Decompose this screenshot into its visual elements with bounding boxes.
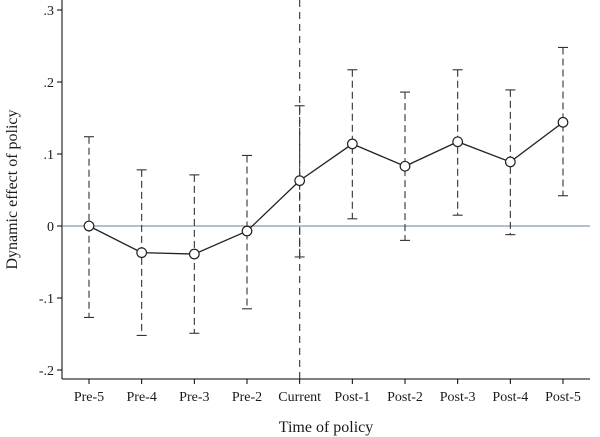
data-point — [504, 156, 516, 168]
data-point — [452, 136, 464, 148]
x-tick-label: Pre-5 — [74, 390, 104, 405]
points-layer — [83, 116, 569, 260]
y-tick-label: 0 — [47, 220, 54, 235]
y-tick-label: .3 — [44, 4, 55, 19]
x-tick-label: Pre-3 — [179, 390, 209, 405]
x-tick-label: Post-5 — [545, 390, 581, 405]
y-axis-title: Dynamic effect of policy — [4, 109, 21, 269]
series-line — [88, 121, 564, 255]
x-tick-label: Post-3 — [440, 390, 476, 405]
x-tick-label: Pre-2 — [232, 390, 262, 405]
data-point — [241, 225, 253, 237]
confidence-intervals-layer — [84, 46, 568, 336]
x-tick-label: Post-1 — [334, 390, 370, 405]
data-point — [294, 175, 306, 187]
data-point — [83, 220, 95, 232]
data-point — [399, 160, 411, 172]
series-layer — [88, 121, 564, 255]
data-point — [188, 248, 200, 260]
x-axis-title: Time of policy — [279, 419, 374, 436]
x-tick-label: Post-2 — [387, 390, 423, 405]
y-tick-label: -.1 — [39, 292, 54, 307]
data-point — [136, 247, 148, 259]
data-point — [346, 138, 358, 150]
axes-layer: -.2 -.1 0 .1 .2 .3 Pre-5 Pre-4 Pre-3 Pre-2 Current… — [39, 0, 590, 405]
y-tick-label: .1 — [44, 148, 55, 163]
x-tick-label: Post-4 — [492, 390, 528, 405]
y-tick-label: .2 — [44, 76, 55, 91]
reference-lines-layer — [62, 0, 590, 379]
x-tick-label: Current — [278, 390, 321, 405]
y-tick-label: -.2 — [39, 364, 54, 379]
data-point — [557, 116, 569, 128]
x-tick-label: Pre-4 — [127, 390, 157, 405]
